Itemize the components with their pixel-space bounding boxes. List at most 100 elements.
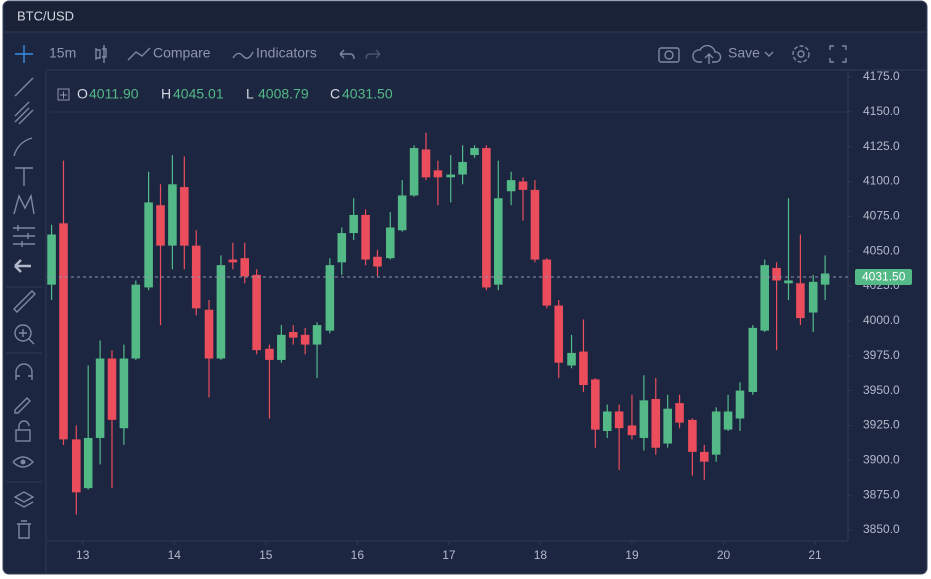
candle-body bbox=[386, 227, 395, 259]
candle bbox=[95, 340, 105, 465]
candle-body bbox=[409, 148, 419, 196]
compare-icon[interactable] bbox=[127, 47, 151, 61]
header-bar bbox=[4, 2, 926, 32]
candle bbox=[567, 334, 576, 369]
candle bbox=[337, 227, 347, 275]
save-dropdown[interactable] bbox=[764, 51, 774, 57]
candle-body bbox=[675, 403, 684, 423]
candle bbox=[433, 160, 443, 206]
symbol: BTC/USD bbox=[17, 8, 74, 23]
candle-body bbox=[723, 411, 733, 430]
y-tick-label: 3900.0 bbox=[863, 452, 900, 466]
indicators[interactable]: Indicators bbox=[256, 45, 317, 61]
candle bbox=[252, 269, 261, 355]
measure-tool[interactable] bbox=[13, 290, 36, 313]
candle bbox=[156, 184, 165, 326]
x-tick-label: 13 bbox=[76, 548, 90, 562]
y-tick-label: 3925.0 bbox=[863, 418, 900, 432]
candle bbox=[688, 418, 697, 476]
save[interactable]: Save bbox=[728, 45, 760, 61]
text-tool[interactable] bbox=[15, 167, 33, 186]
candle bbox=[216, 255, 226, 360]
settings-icon[interactable] bbox=[792, 45, 810, 63]
y-tick-label: 3850.0 bbox=[863, 522, 900, 536]
candle bbox=[144, 171, 153, 291]
layers-tool[interactable] bbox=[13, 491, 35, 508]
candle-body bbox=[542, 259, 552, 306]
candle-body bbox=[252, 274, 261, 351]
line-tool[interactable] bbox=[14, 77, 34, 97]
candles-icon[interactable] bbox=[95, 45, 107, 63]
indicators-icon[interactable] bbox=[232, 51, 254, 59]
back-tool[interactable] bbox=[14, 259, 31, 273]
visibility-tool[interactable] bbox=[12, 456, 34, 468]
candle-body bbox=[421, 149, 431, 178]
candle bbox=[204, 299, 214, 398]
compare[interactable]: Compare bbox=[153, 45, 211, 61]
candle bbox=[131, 280, 141, 360]
x-tick-label: 18 bbox=[534, 548, 548, 562]
candle bbox=[470, 145, 479, 158]
last-price-box bbox=[855, 268, 912, 285]
candle bbox=[277, 325, 286, 363]
candle bbox=[107, 350, 117, 489]
candle-body bbox=[458, 161, 467, 175]
legend-toggle[interactable] bbox=[57, 88, 70, 101]
candle-body bbox=[627, 425, 637, 436]
legend-label: H bbox=[161, 86, 171, 102]
x-tick-label: 15 bbox=[259, 548, 273, 562]
pattern-tool[interactable] bbox=[13, 193, 35, 215]
y-tick-label: 4050.0 bbox=[863, 243, 900, 257]
interval[interactable]: 15m bbox=[49, 45, 76, 61]
candle bbox=[168, 155, 177, 270]
candle bbox=[180, 156, 189, 270]
redo-icon[interactable] bbox=[365, 49, 381, 60]
candle-body bbox=[349, 214, 358, 234]
brush-tool[interactable] bbox=[13, 137, 33, 157]
screenshot-icon[interactable] bbox=[658, 47, 680, 63]
save-icon[interactable] bbox=[692, 44, 722, 64]
candle-body bbox=[144, 202, 153, 288]
candle-body bbox=[688, 419, 697, 452]
drawing-tools bbox=[6, 77, 42, 539]
candle-body bbox=[591, 379, 600, 430]
candle bbox=[760, 259, 769, 333]
candle-body bbox=[530, 189, 540, 260]
candle bbox=[191, 230, 201, 316]
candle bbox=[796, 234, 805, 326]
candle-body bbox=[651, 398, 661, 448]
candle-body bbox=[156, 205, 165, 246]
candle bbox=[602, 404, 612, 438]
candle bbox=[373, 249, 382, 277]
crosshair-icon[interactable] bbox=[15, 45, 33, 63]
screenshot-lens bbox=[664, 50, 674, 60]
candle bbox=[772, 262, 781, 351]
zoom-tool[interactable] bbox=[14, 324, 32, 342]
candle bbox=[228, 242, 238, 270]
unlock-tool[interactable] bbox=[15, 429, 31, 442]
x-tick-label: 16 bbox=[351, 548, 365, 562]
prediction-tool[interactable] bbox=[13, 225, 35, 247]
legend-value: 4031.50 bbox=[342, 86, 393, 102]
candle-body bbox=[265, 348, 274, 360]
candle-body bbox=[820, 273, 830, 285]
trash-tool[interactable] bbox=[17, 520, 31, 539]
undo-icon[interactable] bbox=[339, 49, 355, 60]
candle-body bbox=[433, 170, 443, 178]
magnet-tool[interactable] bbox=[15, 363, 33, 380]
candle bbox=[554, 299, 564, 379]
toolbar: 15m Compare Indicators Save bbox=[15, 44, 847, 64]
candle bbox=[300, 327, 310, 355]
lock-drawing-tool[interactable] bbox=[14, 397, 31, 414]
candle-body bbox=[506, 180, 516, 192]
candle-body bbox=[784, 280, 793, 284]
fib-tool[interactable] bbox=[14, 101, 34, 125]
candle-body bbox=[735, 390, 745, 419]
candle bbox=[591, 378, 600, 448]
legend-value: 4008.79 bbox=[258, 86, 309, 102]
fullscreen-icon[interactable] bbox=[829, 45, 847, 63]
candle-body bbox=[554, 305, 564, 363]
settings-core bbox=[797, 50, 805, 58]
candle bbox=[735, 382, 745, 432]
